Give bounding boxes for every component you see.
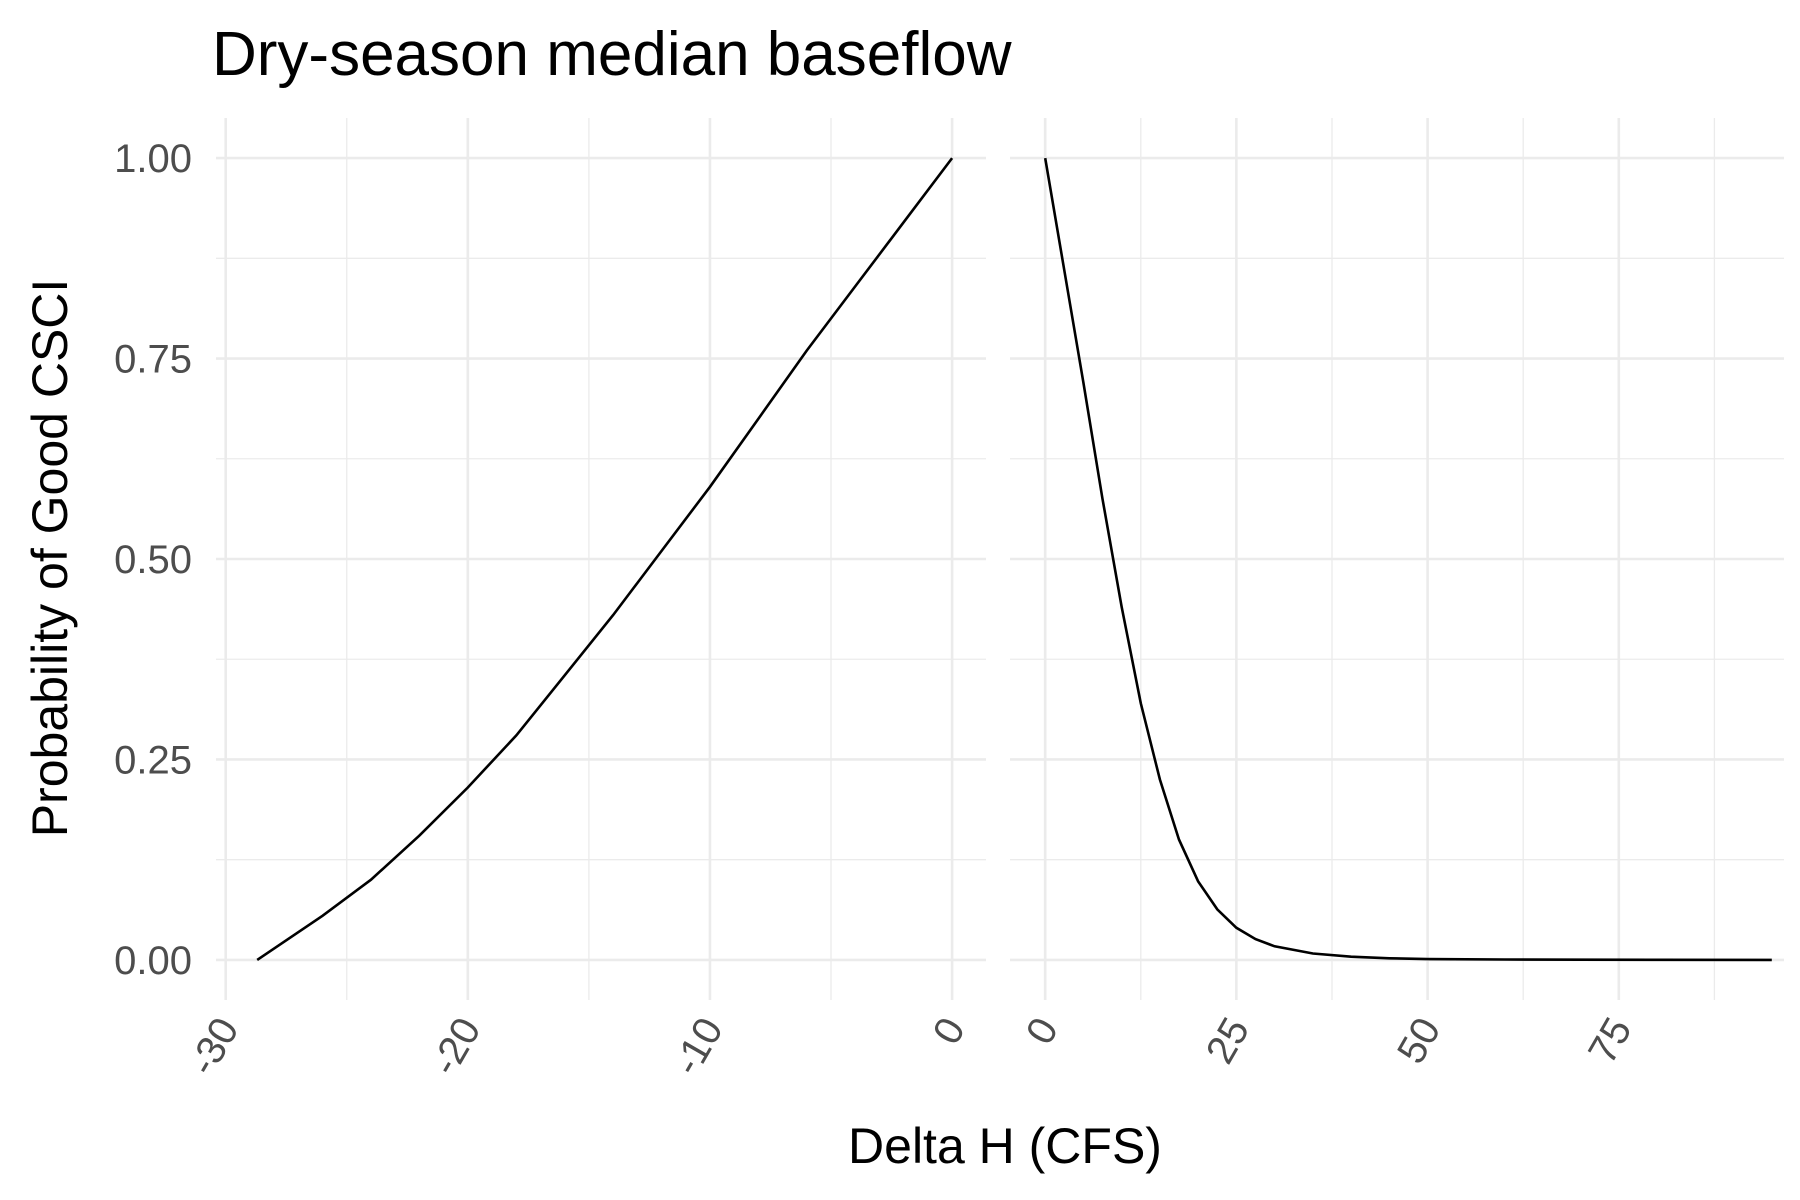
x-axis-title: Delta H (CFS) [848, 1118, 1162, 1174]
series-line [256, 157, 954, 961]
y-tick-label: 0.25 [114, 739, 192, 783]
x-tick-label: -10 [665, 1011, 732, 1083]
y-tick-label: 1.00 [114, 137, 192, 181]
x-tick-label: 0 [1018, 1011, 1067, 1052]
chart-title: Dry-season median baseflow [212, 20, 1012, 89]
y-tick-label: 0.00 [114, 939, 192, 983]
panel-negative: -30 -20 -10 0 [180, 118, 986, 1083]
x-tick-label: 75 [1580, 1011, 1640, 1072]
chart-panels: -30 -20 -10 0 0 25 50 75 [180, 118, 1784, 1083]
x-tick-label: 0 [925, 1011, 974, 1052]
x-tick-label: 25 [1198, 1011, 1258, 1072]
panel-positive: 0 25 50 75 [1010, 118, 1784, 1071]
y-axis-ticks: 0.00 0.25 0.50 0.75 1.00 [114, 137, 192, 983]
series-line [1043, 157, 1772, 962]
y-tick-label: 0.50 [114, 538, 192, 582]
y-tick-label: 0.75 [114, 338, 192, 382]
x-tick-label: -20 [423, 1011, 490, 1083]
x-tick-label: 50 [1389, 1011, 1449, 1072]
x-tick-label: -30 [180, 1011, 247, 1083]
y-axis-title: Probability of Good CSCI [22, 279, 78, 838]
